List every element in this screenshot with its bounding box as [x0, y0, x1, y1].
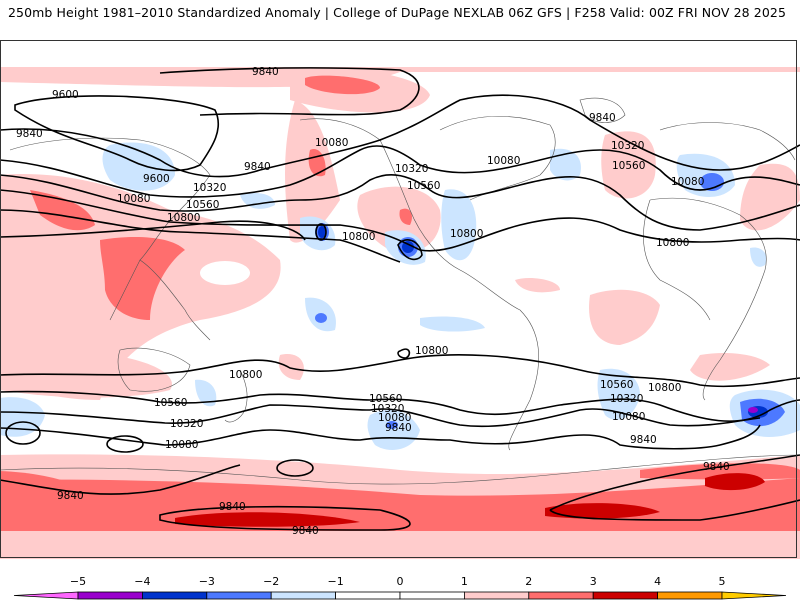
contour-label: 10560 [407, 180, 440, 192]
contour-label: 9840 [219, 501, 246, 513]
colorbar-tick-label: 4 [654, 575, 661, 588]
colorbar-bin [399, 591, 465, 600]
colorbar-tick-label: 2 [525, 575, 532, 588]
colorbar-tick-label: 3 [590, 575, 597, 588]
colorbar-bin [77, 591, 143, 600]
colorbar-tick-label: 5 [719, 575, 726, 588]
contour-label: 10080 [487, 155, 520, 167]
colorbar-bin [657, 591, 723, 600]
colorbar-bin [206, 591, 272, 600]
contour-label: 10320 [611, 140, 644, 152]
contour-label: 10800 [656, 237, 689, 249]
contour-label: 10080 [315, 137, 348, 149]
contour-label: 9840 [16, 128, 43, 140]
map-title: 250mb Height 1981–2010 Standardized Anom… [8, 5, 505, 20]
contour-label: 9840 [244, 161, 271, 173]
contour-label: 9840 [252, 66, 279, 78]
contour-label: 10560 [154, 397, 187, 409]
colorbar-bin [141, 591, 208, 600]
contour-label: 10320 [395, 163, 428, 175]
contour-label: 10080 [671, 176, 704, 188]
contour-label: 10560 [612, 160, 645, 172]
contour-label: 9600 [52, 89, 79, 101]
colorbar-bin [592, 591, 659, 600]
colorbar-bin [335, 591, 401, 600]
colorbar-tick-label: −5 [70, 575, 86, 588]
contour-label: 10800 [229, 369, 262, 381]
contour-label: 10320 [193, 182, 226, 194]
contour-label: 10320 [610, 393, 643, 405]
contour-label: 10320 [371, 403, 404, 415]
contour-label: 10800 [342, 231, 375, 243]
colorbar-tick-label: −2 [263, 575, 279, 588]
anomaly-map: 9840 9600 9840 9600 10320 10080 10560 10… [0, 41, 800, 559]
anomaly-shading [0, 66, 800, 559]
colorbar-bin [721, 591, 787, 600]
contour-label: 9840 [630, 434, 657, 446]
contour-label: 10080 [165, 439, 198, 451]
contour-labels: 9840 9600 9840 9600 10320 10080 10560 10… [16, 66, 730, 537]
run-valid-time: 06Z GFS | F258 Valid: 00Z FRI NOV 28 202… [508, 5, 786, 20]
contour-label: 10320 [170, 418, 203, 430]
contour-label: 10800 [648, 382, 681, 394]
contour-label: 10800 [450, 228, 483, 240]
contour-label: 10800 [415, 345, 448, 357]
contour-label: 9840 [57, 490, 84, 502]
contour-label: 10560 [600, 379, 633, 391]
contour-label: 9840 [589, 112, 616, 124]
colorbar-bin [528, 591, 594, 600]
contour-label: 10560 [186, 199, 219, 211]
colorbar-bin [463, 591, 530, 600]
colorbar-tick-label: 1 [461, 575, 468, 588]
colorbar-bin [13, 591, 79, 600]
colorbar-bin [270, 591, 337, 600]
contour-label: 10080 [117, 193, 150, 205]
colorbar-tick-label: −3 [199, 575, 215, 588]
coastlines [0, 97, 800, 485]
contour-label: 9600 [143, 173, 170, 185]
contour-label: 9840 [703, 461, 730, 473]
colorbar-tick-label: −4 [134, 575, 150, 588]
contour-label: 9840 [292, 525, 319, 537]
contour-label: 10800 [167, 212, 200, 224]
contour-label: 10560 [369, 393, 402, 405]
colorbar-tick-label: 0 [397, 575, 404, 588]
height-contours [0, 67, 800, 531]
contour-label: 10080 [378, 412, 411, 424]
contour-label: 10080 [612, 411, 645, 423]
colorbar: −5 −4 −3 −2 −1 0 1 2 3 4 5 [13, 575, 787, 600]
contour-label: 9840 [385, 422, 412, 434]
colorbar-tick-label: −1 [327, 575, 343, 588]
